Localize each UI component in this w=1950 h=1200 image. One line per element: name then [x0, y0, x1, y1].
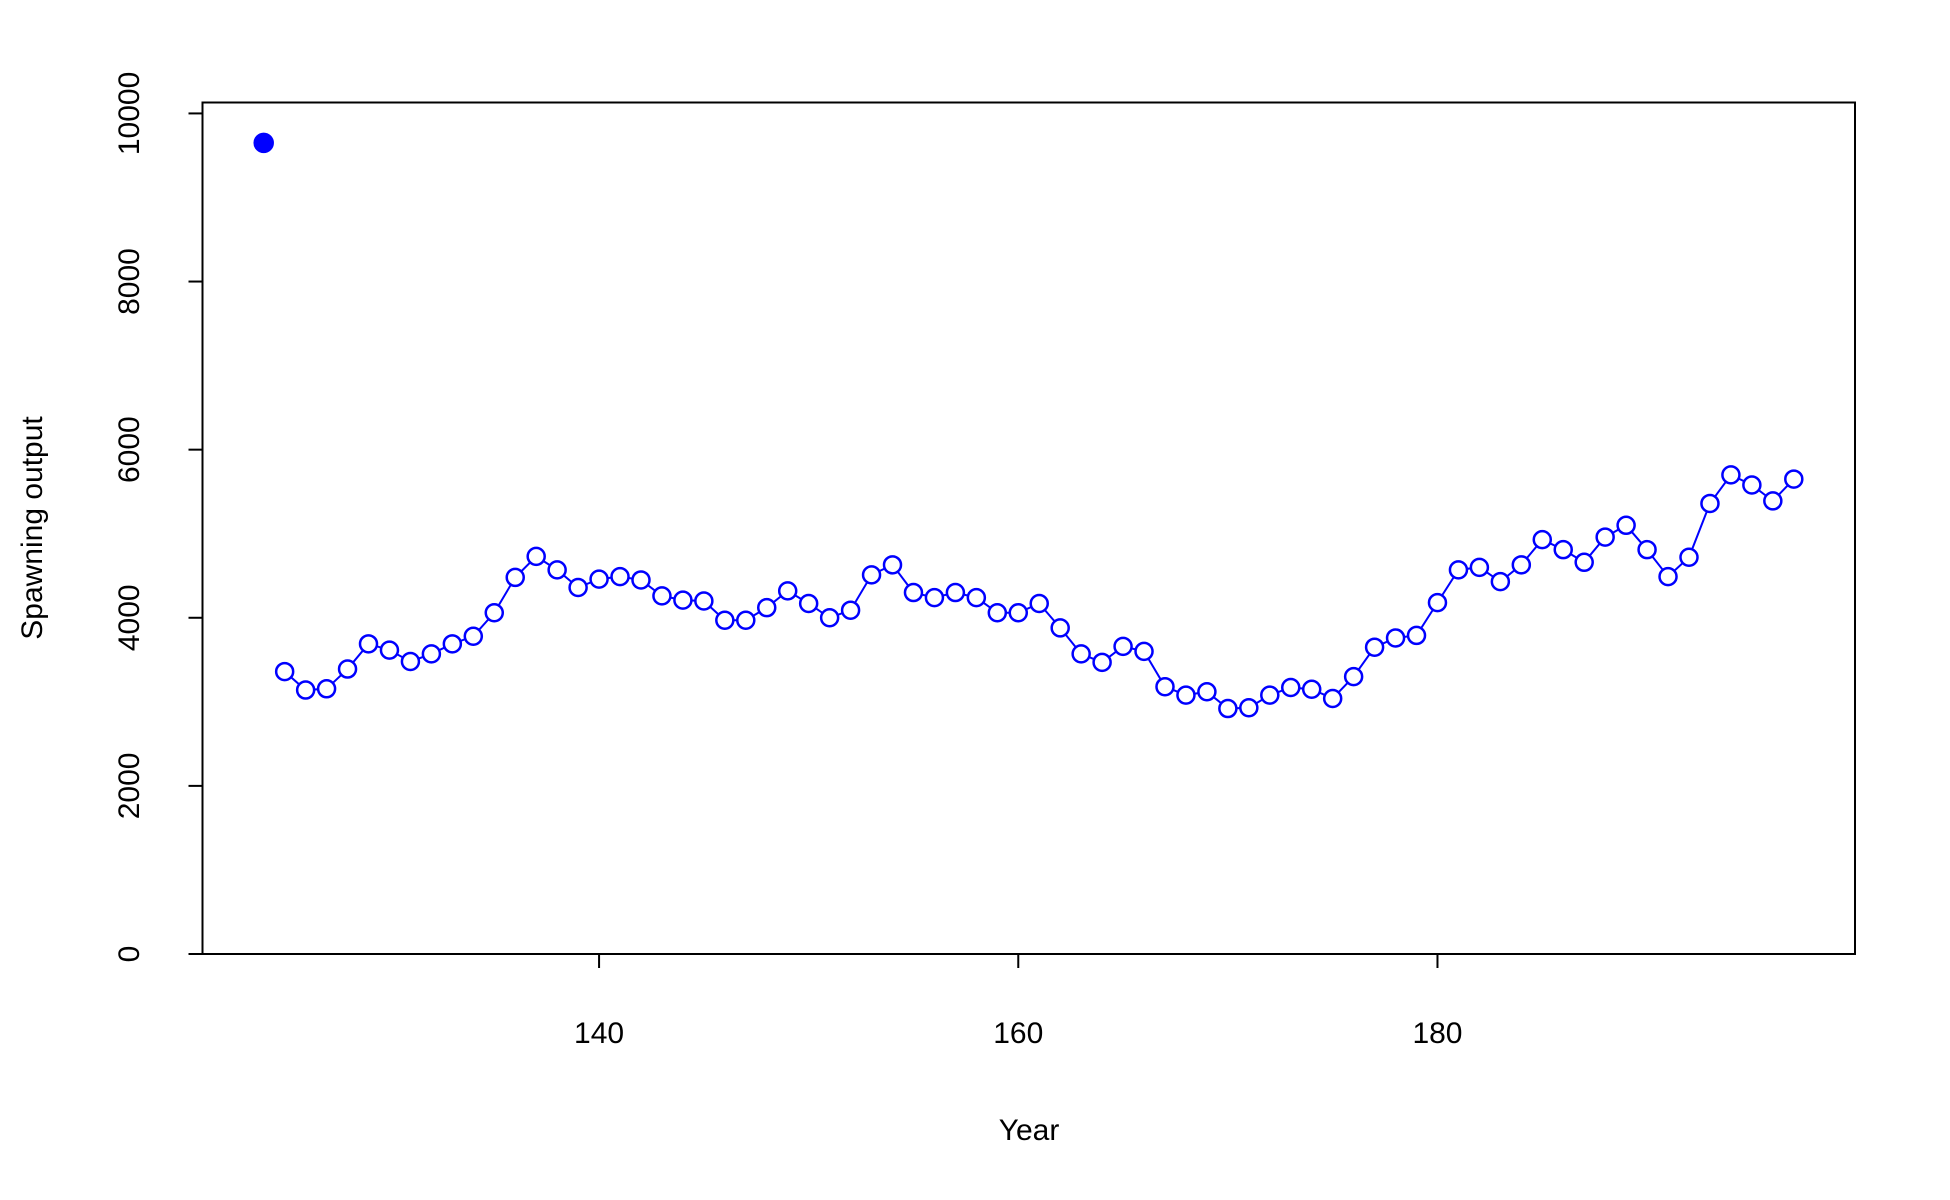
data-point	[568, 577, 588, 598]
data-point	[819, 608, 840, 628]
data-point	[1721, 465, 1741, 485]
data-point	[1616, 515, 1636, 536]
data-point	[1700, 493, 1720, 514]
data-point	[1553, 539, 1573, 560]
y-tick-label: 2000	[113, 753, 146, 820]
series-line	[284, 473, 1795, 710]
data-point	[526, 546, 546, 567]
data-point	[400, 651, 421, 672]
data-point	[861, 565, 882, 585]
data-point	[1301, 679, 1322, 699]
data-point	[673, 590, 693, 610]
data-point	[1134, 641, 1154, 662]
data-point	[589, 569, 609, 589]
data-point	[1469, 557, 1490, 578]
data-point	[337, 659, 358, 679]
data-point	[1071, 644, 1091, 664]
data-point	[1113, 636, 1133, 657]
data-point	[1511, 555, 1532, 575]
data-point	[1574, 552, 1594, 573]
x-axis-title: Year	[999, 1114, 1060, 1147]
y-tick-label: 8000	[113, 248, 146, 315]
y-tick-label: 4000	[113, 584, 146, 651]
data-point	[1427, 592, 1448, 613]
data-point	[505, 567, 525, 588]
data-point	[966, 587, 987, 608]
data-point	[1679, 547, 1699, 567]
data-point	[1406, 625, 1427, 646]
data-point	[1742, 475, 1762, 495]
data-point	[1008, 602, 1029, 623]
data-point	[295, 680, 316, 700]
data-point	[1658, 566, 1678, 587]
data-point	[652, 586, 672, 606]
data-point	[547, 560, 567, 580]
data-point	[756, 597, 777, 618]
data-point	[1281, 677, 1301, 698]
data-point	[924, 587, 945, 608]
data-point	[777, 581, 798, 601]
data-point	[442, 634, 463, 654]
data-point	[358, 634, 379, 654]
data-point	[253, 132, 274, 154]
data-point	[316, 679, 337, 699]
y-tick-label: 10000	[113, 72, 146, 155]
data-point	[1595, 527, 1615, 547]
data-point	[882, 555, 903, 575]
data-point	[987, 602, 1008, 623]
data-point	[1532, 529, 1553, 550]
data-point	[1050, 618, 1070, 638]
data-point	[379, 640, 400, 660]
data-point	[798, 593, 819, 614]
data-point	[463, 626, 484, 647]
data-point	[1364, 637, 1385, 657]
data-point	[1343, 666, 1364, 687]
data-point	[1239, 697, 1259, 718]
y-tick-label: 0	[113, 946, 146, 963]
data-point	[945, 582, 966, 603]
data-point	[1197, 681, 1217, 702]
data-point	[1448, 560, 1469, 580]
data-point	[1763, 491, 1783, 511]
data-point	[1784, 469, 1804, 489]
data-point	[1637, 539, 1657, 560]
y-axis-title: Spawning output	[16, 416, 49, 640]
data-point	[610, 566, 630, 587]
x-tick-label: 140	[574, 1017, 624, 1050]
data-point	[1490, 571, 1511, 592]
data-point	[1218, 698, 1238, 719]
data-point	[631, 570, 651, 590]
data-point	[1092, 652, 1112, 673]
data-point	[484, 602, 505, 623]
data-point	[1260, 685, 1280, 705]
x-tick-label: 160	[993, 1017, 1043, 1050]
data-point	[903, 582, 924, 603]
data-point	[694, 591, 714, 611]
data-point	[715, 610, 735, 631]
data-point	[1176, 685, 1196, 705]
data-point	[1155, 676, 1175, 697]
data-point	[1322, 688, 1343, 709]
x-tick-label: 180	[1412, 1017, 1462, 1050]
data-point	[840, 600, 861, 620]
data-point	[274, 661, 295, 682]
data-point	[1029, 593, 1049, 614]
data-point	[736, 610, 756, 631]
data-point	[1385, 628, 1406, 648]
data-point	[421, 644, 442, 664]
y-tick-label: 6000	[113, 416, 146, 483]
